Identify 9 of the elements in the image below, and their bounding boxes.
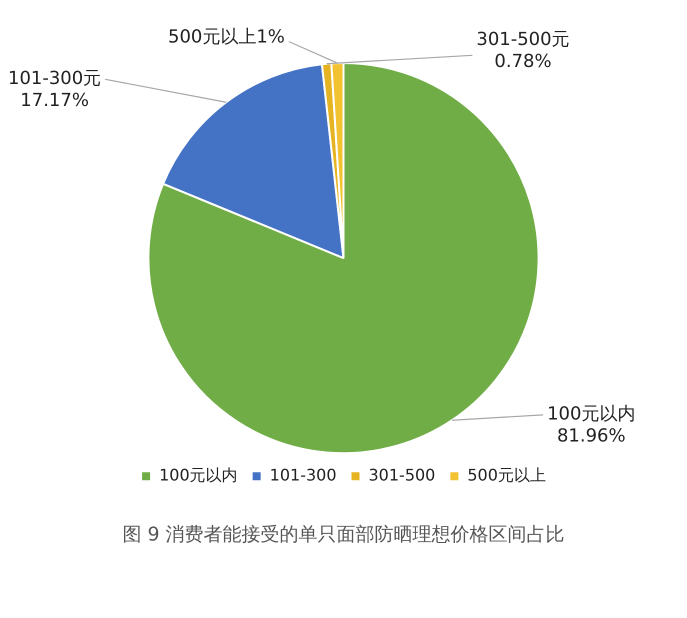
legend-label: 101-300: [270, 465, 337, 484]
legend-label: 301-500: [368, 465, 436, 484]
data-label: 101-300元 17.17%: [8, 68, 102, 111]
data-label: 500元以上1%: [168, 26, 285, 48]
legend-label: 100元以内: [159, 465, 238, 484]
legend-label: 500元以上: [467, 465, 546, 484]
data-label: 100元以内 81.96%: [547, 404, 636, 447]
text: 图 9 消费者能接受的单只面部防晒理想价格区间占比: [122, 524, 565, 546]
data-label: 301-500元 0.78%: [476, 28, 570, 72]
